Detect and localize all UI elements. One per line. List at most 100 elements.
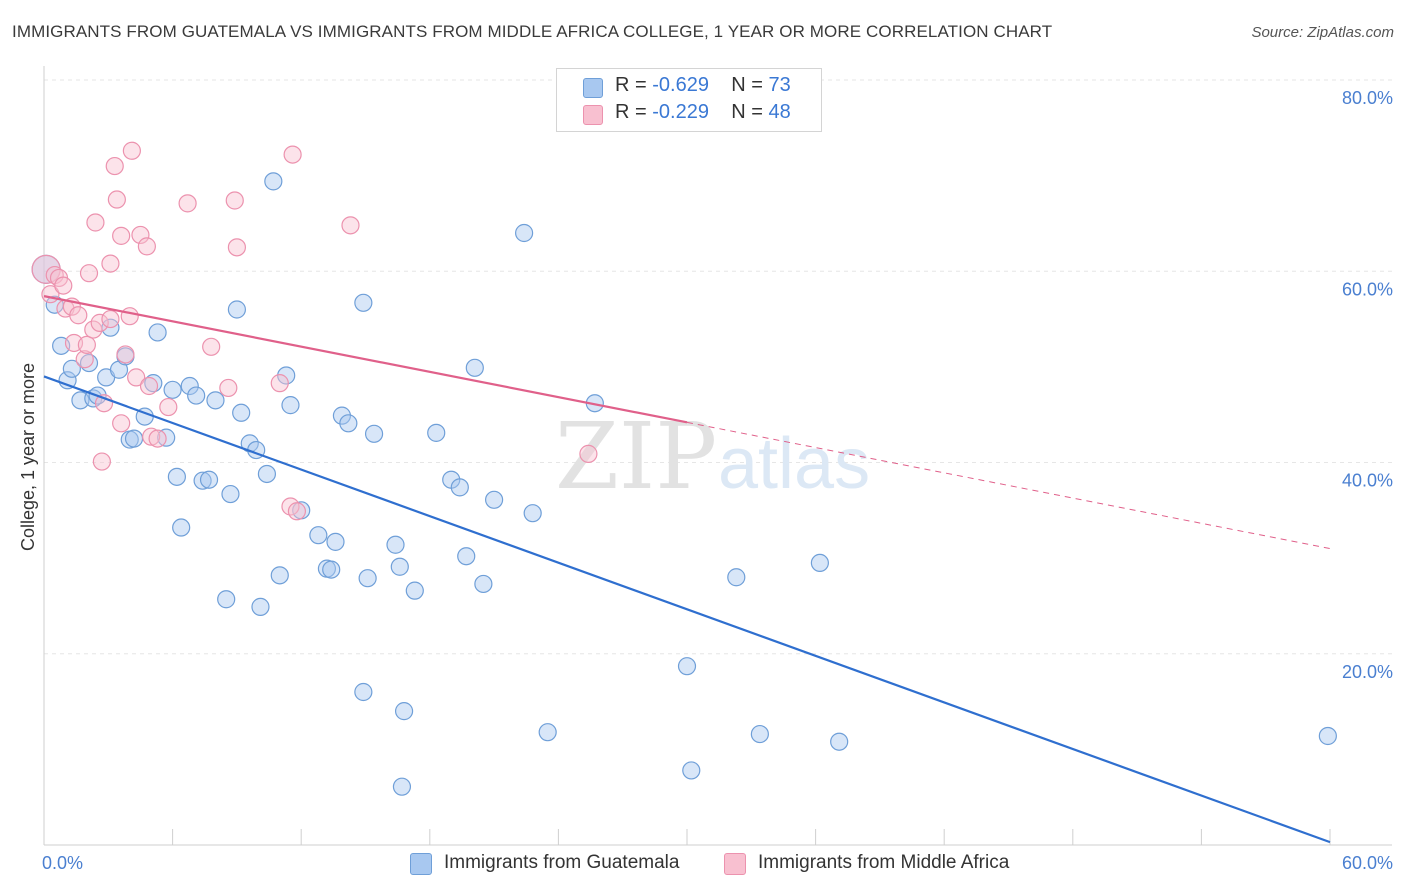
data-point <box>62 359 81 378</box>
data-point <box>206 391 225 410</box>
data-point <box>1318 726 1337 746</box>
data-point <box>148 323 167 342</box>
watermark-zip: ZIP <box>555 403 717 510</box>
data-point <box>54 276 73 295</box>
data-point <box>178 194 197 213</box>
y-axis-label: College, 1 year or more <box>18 363 38 551</box>
data-point <box>116 345 135 364</box>
legend-swatch-blue <box>583 78 603 98</box>
data-point <box>79 264 99 283</box>
data-point <box>405 581 424 600</box>
data-point <box>390 557 409 576</box>
data-point <box>474 574 493 594</box>
data-point <box>287 502 307 521</box>
data-point <box>251 597 270 616</box>
bottom-legend-swatch-blue <box>410 853 432 875</box>
trend-lines <box>43 295 1331 844</box>
data-point <box>427 423 446 442</box>
legend-swatch-pink <box>583 105 603 125</box>
data-point <box>465 358 484 377</box>
data-point <box>339 414 358 433</box>
data-point <box>163 380 182 399</box>
data-point <box>69 306 88 325</box>
data-point <box>199 470 219 489</box>
data-point <box>139 376 159 396</box>
data-point <box>112 226 131 245</box>
data-point <box>107 190 126 209</box>
bottom-legend-swatch-pink <box>724 853 746 875</box>
data-point <box>579 444 598 463</box>
legend-r-label: R = <box>615 74 653 96</box>
data-point <box>193 471 212 490</box>
y-tick-label: 80.0% <box>1342 88 1393 108</box>
data-point <box>270 566 289 585</box>
data-point <box>264 172 283 191</box>
data-point <box>75 350 94 369</box>
data-point <box>309 526 328 545</box>
data-point <box>159 397 178 417</box>
data-point <box>326 532 345 551</box>
legend-n-value: 48 <box>768 101 791 123</box>
data-point <box>122 141 141 160</box>
data-point <box>225 191 244 210</box>
trend-line-middle-africa <box>43 295 688 424</box>
data-point <box>354 293 373 312</box>
series-middle-africa-points <box>31 141 598 521</box>
data-point <box>120 307 139 326</box>
legend-r-label: R = <box>615 101 653 123</box>
data-point <box>92 452 111 471</box>
source-label: Source: ZipAtlas.com <box>1251 24 1394 41</box>
data-point <box>450 478 469 497</box>
data-point <box>84 320 103 339</box>
data-point <box>219 378 238 398</box>
data-point <box>270 374 289 393</box>
legend-n-label: N = <box>731 101 769 123</box>
chart-title: IMMIGRANTS FROM GUATEMALA VS IMMIGRANTS … <box>12 22 1053 41</box>
data-point <box>257 464 277 484</box>
data-point <box>354 682 373 702</box>
data-point <box>86 213 105 232</box>
data-point <box>227 300 246 319</box>
data-point <box>127 368 146 387</box>
data-point <box>167 467 186 486</box>
y-tick-label: 60.0% <box>1342 279 1393 299</box>
data-point <box>727 568 746 587</box>
data-point <box>523 504 542 523</box>
data-point <box>341 216 360 235</box>
trend-line-guatemala <box>43 375 1331 844</box>
data-point <box>515 223 534 243</box>
bottom-legend-label: Immigrants from Middle Africa <box>758 852 1010 873</box>
data-point <box>322 560 341 579</box>
data-point <box>810 553 829 573</box>
data-point <box>394 702 414 721</box>
data-point <box>101 254 120 273</box>
data-point <box>217 590 236 609</box>
data-point <box>221 484 240 504</box>
data-point <box>538 723 557 742</box>
data-point <box>358 569 377 588</box>
legend-n-value: 73 <box>768 74 791 96</box>
x-tick-label: 60.0% <box>1342 853 1393 873</box>
y-tick-label: 20.0% <box>1342 662 1393 682</box>
data-point <box>830 732 849 751</box>
data-point <box>485 490 504 509</box>
data-point <box>227 238 246 257</box>
y-tick-label: 40.0% <box>1342 471 1393 491</box>
legend-r-value: -0.229 <box>652 101 709 123</box>
grid-lines <box>44 79 1392 655</box>
data-point <box>364 424 384 443</box>
data-point <box>137 237 156 256</box>
data-point <box>142 427 161 446</box>
tick-labels: 20.0% 40.0% 60.0% 80.0% 0.0% 60.0% <box>42 88 1393 873</box>
x-tick-label: 0.0% <box>42 853 83 873</box>
data-point <box>386 535 405 554</box>
data-point <box>180 376 199 396</box>
data-point <box>232 403 251 422</box>
axes <box>43 66 1392 846</box>
watermark: ZIP atlas <box>555 403 870 510</box>
data-point <box>187 386 206 405</box>
data-point <box>281 396 300 415</box>
legend-n-label: N = <box>731 74 769 96</box>
data-point <box>131 225 150 245</box>
